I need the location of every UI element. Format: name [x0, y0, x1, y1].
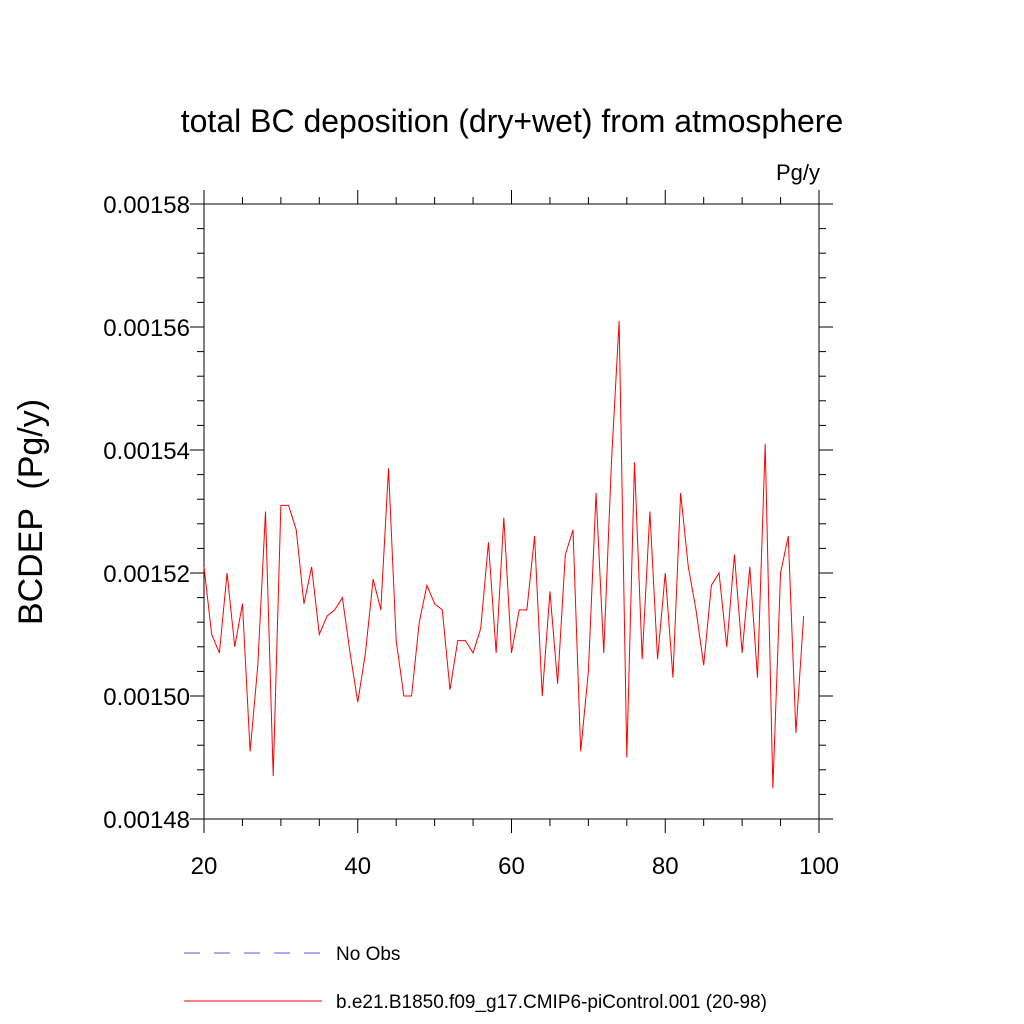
- y-tick-label: 0.00152: [103, 561, 190, 588]
- units-label: Pg/y: [776, 160, 820, 185]
- y-tick-label: 0.00156: [103, 315, 190, 342]
- y-tick-label: 0.00154: [103, 438, 190, 465]
- y-tick-label: 0.00158: [103, 192, 190, 219]
- legend-label: No Obs: [336, 944, 400, 965]
- axis-ticks: 20 40 60 80 100 0.00148 0.00150 0.00152 0.00154 0…: [103, 190, 839, 880]
- x-tick-label: 20: [191, 853, 218, 880]
- legend: No Obs b.e21.B1850.f09_g17.CMIP6-piContro…: [184, 944, 767, 1013]
- series-line: [203, 320, 805, 789]
- x-tick-label: 80: [652, 853, 679, 880]
- y-tick-label: 0.00148: [103, 807, 190, 834]
- plot-frame: [203, 203, 820, 820]
- x-tick-label: 40: [344, 853, 371, 880]
- legend-label: b.e21.B1850.f09_g17.CMIP6-piControl.001 …: [336, 992, 767, 1013]
- chart-title: total BC deposition (dry+wet) from atmos…: [181, 103, 844, 139]
- y-axis-label: BCDEP (Pg/y): [12, 399, 50, 625]
- x-tick-label: 100: [799, 853, 839, 880]
- y-tick-label: 0.00150: [103, 684, 190, 711]
- x-tick-label: 60: [498, 853, 525, 880]
- series-layer: [203, 320, 805, 789]
